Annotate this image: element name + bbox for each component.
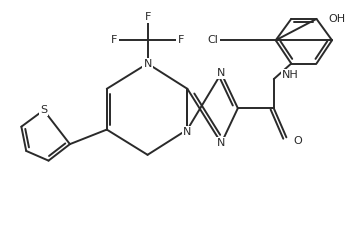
Text: NH: NH	[282, 70, 298, 80]
Text: O: O	[293, 136, 302, 146]
Text: N: N	[183, 127, 192, 137]
Text: N: N	[217, 138, 226, 148]
Text: F: F	[144, 12, 151, 22]
Text: F: F	[111, 35, 118, 45]
Text: OH: OH	[328, 14, 345, 24]
Text: N: N	[217, 68, 226, 78]
Text: Cl: Cl	[208, 35, 219, 45]
Text: N: N	[143, 59, 152, 69]
Text: S: S	[40, 105, 47, 115]
Text: F: F	[177, 35, 184, 45]
